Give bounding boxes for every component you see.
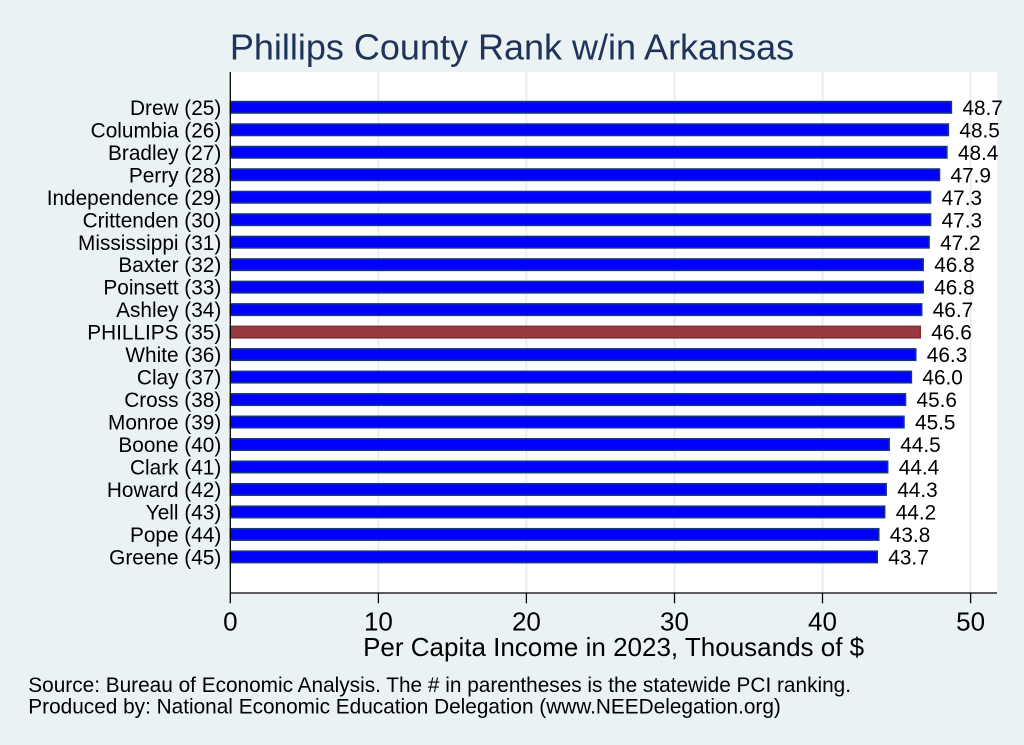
svg-text:44.3: 44.3 xyxy=(897,479,937,502)
svg-text:PHILLIPS (35): PHILLIPS (35) xyxy=(87,322,221,345)
svg-text:46.6: 46.6 xyxy=(931,322,971,345)
svg-text:Clay (37): Clay (37) xyxy=(137,367,221,390)
svg-text:46.0: 46.0 xyxy=(922,367,962,390)
svg-text:48.7: 48.7 xyxy=(962,97,1002,120)
svg-text:47.9: 47.9 xyxy=(951,164,991,187)
svg-text:Mississippi (31): Mississippi (31) xyxy=(78,232,221,255)
svg-text:0: 0 xyxy=(223,607,237,637)
svg-text:44.5: 44.5 xyxy=(900,434,940,457)
svg-text:Greene (45): Greene (45) xyxy=(109,546,221,569)
svg-text:Monroe (39): Monroe (39) xyxy=(108,412,221,435)
svg-text:48.4: 48.4 xyxy=(958,142,998,165)
svg-text:Ashley (34): Ashley (34) xyxy=(116,299,221,322)
svg-text:Cross (38): Cross (38) xyxy=(124,389,221,412)
svg-text:Produced by: National Economic: Produced by: National Economic Education… xyxy=(28,695,781,718)
svg-text:47.2: 47.2 xyxy=(940,232,980,255)
svg-text:White (36): White (36) xyxy=(125,344,221,367)
svg-text:Clark (41): Clark (41) xyxy=(130,457,221,480)
svg-text:44.4: 44.4 xyxy=(899,457,939,480)
svg-text:Pope (44): Pope (44) xyxy=(130,524,221,547)
svg-text:43.8: 43.8 xyxy=(890,524,930,547)
svg-text:47.3: 47.3 xyxy=(942,209,982,232)
svg-text:Phillips County Rank w/in Arka: Phillips County Rank w/in Arkansas xyxy=(230,27,794,68)
svg-text:Poinsett (33): Poinsett (33) xyxy=(103,277,221,300)
svg-text:Per Capita Income in 2023, Tho: Per Capita Income in 2023, Thousands of … xyxy=(363,632,865,662)
svg-text:Boone (40): Boone (40) xyxy=(118,434,221,457)
svg-text:Baxter (32): Baxter (32) xyxy=(118,254,221,277)
svg-text:44.2: 44.2 xyxy=(896,502,936,525)
svg-text:45.6: 45.6 xyxy=(917,389,957,412)
svg-text:Columbia (26): Columbia (26) xyxy=(91,119,222,142)
svg-text:Drew (25): Drew (25) xyxy=(130,97,221,120)
svg-text:Bradley (27): Bradley (27) xyxy=(108,142,221,165)
svg-text:Crittenden (30): Crittenden (30) xyxy=(83,209,222,232)
svg-text:43.7: 43.7 xyxy=(888,546,928,569)
svg-text:40: 40 xyxy=(808,607,837,637)
svg-text:46.3: 46.3 xyxy=(927,344,967,367)
svg-text:46.7: 46.7 xyxy=(933,299,973,322)
svg-text:30: 30 xyxy=(660,607,689,637)
svg-text:47.3: 47.3 xyxy=(942,187,982,210)
svg-text:Independence (29): Independence (29) xyxy=(47,187,222,210)
svg-text:Source: Bureau of Economic Ana: Source: Bureau of Economic Analysis. The… xyxy=(28,674,851,697)
svg-text:46.8: 46.8 xyxy=(934,254,974,277)
svg-text:10: 10 xyxy=(364,607,393,637)
svg-text:Yell (43): Yell (43) xyxy=(146,502,222,525)
svg-text:50: 50 xyxy=(956,607,985,637)
svg-text:45.5: 45.5 xyxy=(915,412,955,435)
svg-text:48.5: 48.5 xyxy=(959,119,999,142)
svg-text:Perry (28): Perry (28) xyxy=(129,164,221,187)
svg-text:20: 20 xyxy=(512,607,541,637)
svg-text:46.8: 46.8 xyxy=(934,277,974,300)
svg-text:Howard (42): Howard (42) xyxy=(107,479,221,502)
